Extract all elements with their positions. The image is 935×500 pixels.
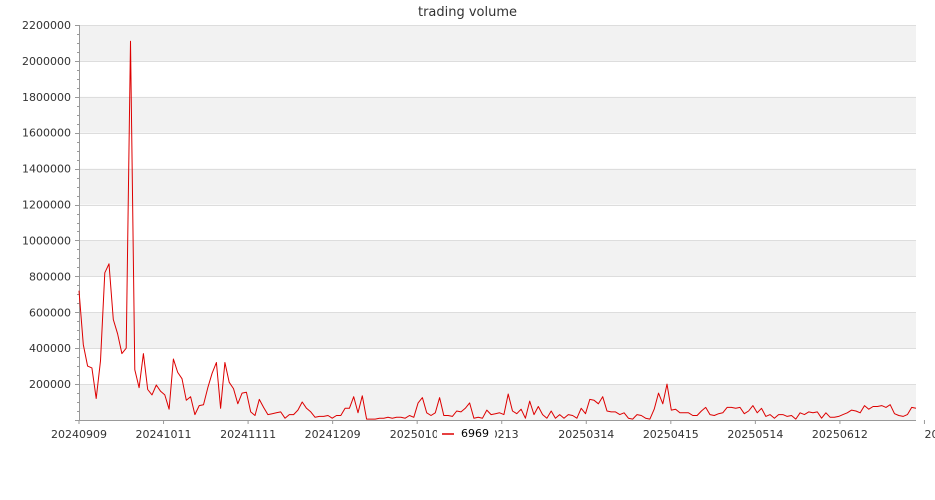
- grid-band: [79, 25, 916, 61]
- y-tick-label: 1800000: [22, 91, 71, 104]
- x-tick-label: 200: [924, 428, 935, 441]
- chart-title: trading volume: [418, 5, 517, 20]
- y-tick-label: 2200000: [22, 19, 71, 32]
- y-tick-label: 1200000: [22, 199, 71, 212]
- legend-label: 6969: [461, 427, 489, 440]
- grid-band: [79, 168, 916, 205]
- grid-band: [79, 240, 916, 277]
- band-layer: [79, 25, 916, 420]
- y-tick-label: 600000: [29, 306, 71, 319]
- grid-band: [79, 312, 916, 349]
- x-tick-label: 20250314: [558, 428, 614, 441]
- x-tick-label: 20241011: [136, 428, 192, 441]
- y-tick-label: 1400000: [22, 163, 71, 176]
- x-tick-labels: 20240909 20241011 20241111 20241209 2025010?…: [51, 420, 935, 441]
- x-tick-label: 20250612: [812, 428, 868, 441]
- legend-background: [437, 424, 495, 442]
- y-tick-label: 1000000: [22, 234, 71, 247]
- x-tick-label: 20241111: [220, 428, 276, 441]
- y-tick-label: 1600000: [22, 127, 71, 140]
- y-tick-labels: 200000 400000 600000 800000 1000000 1200000 14…: [22, 19, 71, 391]
- grid-band: [79, 96, 916, 133]
- x-tick-label: 20240909: [51, 428, 107, 441]
- y-tick-label: 400000: [29, 342, 71, 355]
- legend: 6969: [437, 424, 495, 442]
- grid-layer: [79, 25, 916, 385]
- y-tick-label: 200000: [29, 378, 71, 391]
- x-tick-label: 20250415: [643, 428, 699, 441]
- x-tick-label: 2025010?: [390, 428, 445, 441]
- series-layer: [78, 40, 917, 420]
- x-tick-label: 20250514: [727, 428, 783, 441]
- axes-layer: [75, 25, 916, 421]
- x-tick-label: 20241209: [305, 428, 361, 441]
- y-tick-label: 2000000: [22, 55, 71, 68]
- series-line-6969: [78, 40, 917, 420]
- y-tick-label: 800000: [29, 270, 71, 283]
